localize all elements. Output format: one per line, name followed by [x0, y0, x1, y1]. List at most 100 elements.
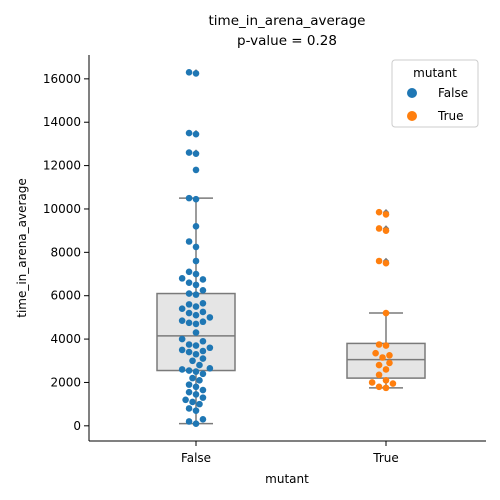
- data-point-true: [375, 383, 383, 391]
- data-point-false: [192, 303, 200, 310]
- y-tick-label: 12000: [43, 159, 81, 173]
- data-point-false: [185, 279, 193, 286]
- data-point-true: [379, 354, 386, 361]
- data-point-false: [178, 275, 186, 282]
- y-axis-label: time_in_arena_average: [15, 178, 29, 318]
- data-point-false: [185, 238, 193, 245]
- data-point-false: [199, 308, 207, 316]
- legend-label-true: True: [437, 109, 464, 123]
- data-point-false: [185, 341, 193, 348]
- data-point-false: [182, 396, 189, 404]
- data-point-false: [185, 388, 193, 396]
- data-point-true: [375, 361, 383, 369]
- data-point-false: [199, 337, 207, 345]
- data-point-false: [206, 365, 214, 372]
- data-point-false: [192, 329, 200, 336]
- data-point-false: [185, 381, 193, 388]
- data-point-false: [192, 342, 200, 349]
- data-point-false: [192, 407, 200, 414]
- y-tick-label: 10000: [43, 202, 81, 216]
- y-axis-ticks: 0 2000 4000 6000 8000 10000 12000 14000 16000: [43, 72, 89, 433]
- data-point-false: [192, 270, 200, 278]
- data-point-true: [382, 384, 390, 392]
- data-point-false: [196, 400, 203, 408]
- data-point-false: [185, 129, 193, 137]
- legend-marker-false: [407, 88, 417, 98]
- data-point-false: [185, 194, 193, 202]
- data-point-false: [199, 386, 207, 394]
- data-point-false: [199, 286, 207, 294]
- data-point-true: [382, 366, 390, 373]
- data-point-true: [382, 227, 390, 234]
- data-point-false: [199, 299, 207, 307]
- x-axis-ticks: False True: [181, 441, 399, 465]
- data-point-true: [386, 359, 393, 367]
- data-point-true: [375, 225, 383, 232]
- data-point-false: [192, 223, 200, 230]
- data-point-true: [382, 309, 390, 317]
- y-tick-label: 16000: [43, 72, 81, 86]
- legend-label-false: False: [438, 86, 468, 100]
- data-point-false: [185, 405, 193, 412]
- y-tick-label: 0: [73, 419, 81, 433]
- data-point-false: [185, 309, 193, 317]
- data-point-false: [185, 69, 193, 76]
- data-point-false: [192, 383, 200, 391]
- data-point-false: [192, 150, 200, 157]
- data-point-true: [386, 352, 393, 359]
- data-point-true: [389, 380, 397, 387]
- legend: mutant False True: [391, 59, 479, 128]
- data-point-false: [192, 130, 200, 138]
- data-point-false: [192, 243, 200, 251]
- data-point-false: [185, 149, 193, 156]
- data-point-false: [178, 305, 186, 313]
- data-point-false: [192, 70, 200, 77]
- data-point-false: [192, 195, 200, 203]
- data-point-false: [196, 376, 203, 384]
- data-point-false: [199, 416, 207, 423]
- data-point-false: [192, 257, 200, 265]
- data-point-false: [185, 290, 193, 297]
- data-point-true: [382, 342, 390, 349]
- data-point-false: [192, 320, 200, 328]
- box-true: [346, 209, 426, 389]
- y-tick-label: 2000: [50, 375, 81, 389]
- swarm-points: [178, 69, 397, 427]
- data-point-false: [192, 368, 200, 375]
- data-point-false: [192, 291, 200, 298]
- y-tick-label: 8000: [50, 245, 81, 259]
- data-point-false: [192, 350, 200, 358]
- legend-title: mutant: [413, 66, 457, 80]
- data-point-false: [199, 347, 207, 355]
- data-point-false: [199, 276, 207, 283]
- data-point-true: [368, 379, 376, 386]
- data-point-false: [206, 344, 214, 352]
- data-point-false: [192, 166, 200, 174]
- legend-marker-true: [407, 111, 417, 121]
- chart-subtitle: p-value = 0.28: [237, 33, 337, 49]
- data-point-true: [382, 376, 390, 384]
- data-point-true: [372, 349, 379, 357]
- data-point-false: [178, 366, 186, 373]
- data-point-false: [192, 311, 200, 319]
- data-point-false: [192, 281, 200, 289]
- data-point-false: [178, 346, 186, 354]
- data-point-false: [185, 348, 193, 356]
- data-point-false: [189, 374, 196, 382]
- x-tick-label: False: [181, 451, 211, 465]
- data-point-false: [206, 314, 214, 321]
- chart-title: time_in_arena_average: [209, 13, 366, 29]
- data-point-false: [178, 335, 186, 343]
- data-point-true: [382, 259, 390, 267]
- y-tick-label: 4000: [50, 332, 81, 346]
- legend-frame: [391, 59, 479, 128]
- data-point-false: [196, 361, 203, 369]
- y-tick-label: 14000: [43, 115, 81, 129]
- y-tick-label: 6000: [50, 289, 81, 303]
- data-point-false: [185, 367, 193, 374]
- data-point-false: [189, 398, 196, 406]
- data-point-false: [199, 370, 207, 378]
- data-point-false: [185, 268, 193, 276]
- data-point-false: [185, 319, 193, 327]
